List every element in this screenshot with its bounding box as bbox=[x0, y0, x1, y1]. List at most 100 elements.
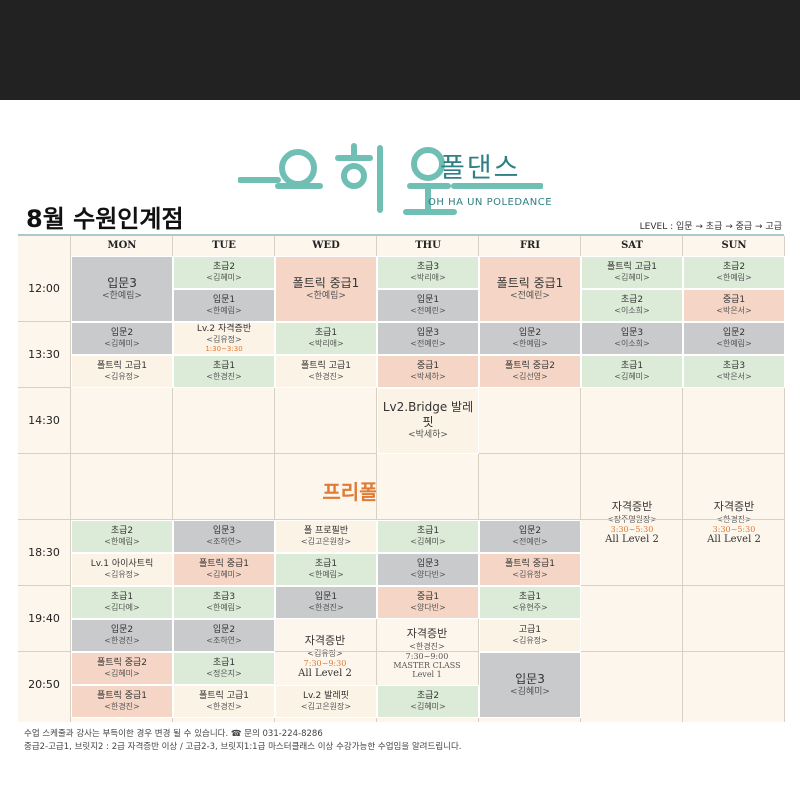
class-name: Lv.2 발레핏 bbox=[303, 690, 349, 701]
class-teacher: <김다예> bbox=[104, 603, 140, 613]
class-name: 폴 프로필반 bbox=[303, 525, 349, 536]
class-teacher: <한예림> bbox=[716, 339, 752, 349]
class-name: 입문1 bbox=[212, 294, 236, 305]
class-name: 폴트릭 중급1 bbox=[199, 558, 249, 569]
class-cell: 입문1 <한경진> bbox=[275, 586, 377, 619]
class-teacher: <한예림> bbox=[104, 537, 140, 547]
grid-line bbox=[18, 519, 784, 520]
cert-thu: 자격증반 <한경진> 7:30~9:00 MASTER CLASS Level … bbox=[378, 625, 476, 679]
class-teacher: <한경진> bbox=[104, 636, 140, 646]
class-name: 폴트릭 중급2 bbox=[505, 360, 555, 371]
cert-time: 7:30~9:00 bbox=[405, 652, 449, 661]
class-teacher: <양다빈> bbox=[410, 603, 446, 613]
class-name: 초급1 bbox=[110, 591, 134, 602]
class-cell: 입문2 <조하연> bbox=[173, 619, 275, 652]
class-cell: 입문2 <한예림> bbox=[683, 322, 785, 355]
class-name: 입문2 bbox=[212, 624, 236, 635]
free-pole-label: 프리폴 bbox=[322, 479, 378, 504]
class-name: 초급2 bbox=[416, 690, 440, 701]
class-cell: 초급3 <박리애> bbox=[377, 256, 479, 289]
class-name: 폴트릭 고급1 bbox=[607, 261, 657, 272]
cert-wed: 자격증반 <김유정> 7:30~9:30 All Level 2 bbox=[276, 632, 374, 679]
class-teacher: <이소희> bbox=[614, 339, 650, 349]
time-label: 18:30 bbox=[28, 546, 60, 559]
cert-level: All Level 2 bbox=[707, 534, 761, 545]
class-teacher: <한예림> bbox=[306, 290, 346, 301]
class-cell: 입문3 <이소희> bbox=[581, 322, 683, 355]
day-header-sat: SAT bbox=[581, 236, 683, 257]
class-teacher: <양다빈> bbox=[410, 570, 446, 580]
time-label: 13:30 bbox=[28, 348, 60, 361]
cert-name: 자격증반 bbox=[713, 500, 755, 513]
class-name: 입문3 bbox=[212, 525, 236, 536]
class-cell: Lv.2 발레핏 <김고은원장> bbox=[275, 685, 377, 718]
class-teacher: <박세하> bbox=[408, 430, 448, 441]
class-time: 1:30~3:30 bbox=[205, 344, 243, 353]
cert-level-sub: Level 1 bbox=[412, 670, 442, 679]
time-label: 12:00 bbox=[28, 282, 60, 295]
class-cell: 초급3 <한예림> bbox=[173, 586, 275, 619]
class-teacher: <한경진> bbox=[308, 603, 344, 613]
class-name: 초급1 bbox=[314, 327, 338, 338]
class-cell: 입문2 <한경진> bbox=[71, 619, 173, 652]
brand-en: OH HA UN POLEDANCE bbox=[428, 197, 553, 208]
class-cell: 고급1 <김유정> bbox=[479, 619, 581, 652]
class-cell: 초급1 <김혜미> bbox=[377, 520, 479, 553]
class-name: Lv2.Bridge 발레핏 bbox=[382, 400, 474, 430]
class-teacher: <전예린> bbox=[410, 339, 446, 349]
class-cell: 초급1 <김다예> bbox=[71, 586, 173, 619]
class-name: 초급3 bbox=[416, 261, 440, 272]
class-teacher: <김혜미> bbox=[614, 273, 650, 283]
class-cell: Lv.1 아이사트릭 <김유정> bbox=[71, 553, 173, 586]
time-label: 14:30 bbox=[28, 414, 60, 427]
class-cell: 폴트릭 중급1 <김혜미> bbox=[173, 553, 275, 586]
class-name: 폴트릭 고급1 bbox=[199, 690, 249, 701]
day-header-sun: SUN bbox=[683, 236, 785, 257]
class-cell: 중급1 <박세하> bbox=[377, 355, 479, 388]
class-cell: 중급1 <양다빈> bbox=[377, 586, 479, 619]
footer-note-1: 수업 스케줄과 강사는 부득이한 경우 변경 될 수 있습니다. ☎ 문의 03… bbox=[24, 729, 323, 739]
grid-line bbox=[18, 651, 784, 652]
class-name: 입문2 bbox=[518, 525, 542, 536]
class-cell: 중급1 <박은서> bbox=[683, 289, 785, 322]
grid-line bbox=[784, 236, 785, 722]
class-cell: 초급1 <한경진> bbox=[173, 355, 275, 388]
time-label: 20:50 bbox=[28, 678, 60, 691]
class-name: 폴트릭 중급1 bbox=[97, 690, 147, 701]
class-name: 입문1 bbox=[416, 294, 440, 305]
class-teacher: <한경진> bbox=[206, 372, 242, 382]
class-teacher: <한예림> bbox=[102, 290, 142, 301]
class-teacher: <김유정> bbox=[512, 636, 548, 646]
class-cell: 폴트릭 고급1 <한경진> bbox=[275, 355, 377, 388]
class-teacher: <김혜미> bbox=[410, 537, 446, 547]
class-cell: 폴트릭 중급1 <한예림> bbox=[275, 256, 377, 322]
grid-line bbox=[376, 236, 377, 722]
class-teacher: <박세하> bbox=[410, 372, 446, 382]
class-name: 입문2 bbox=[110, 624, 134, 635]
class-name: 입문3 bbox=[620, 327, 644, 338]
class-cell: 초급2 <한예림> bbox=[683, 256, 785, 289]
cert-level: MASTER CLASS bbox=[393, 661, 461, 670]
class-teacher: <이소희> bbox=[614, 306, 650, 316]
top-bar bbox=[0, 0, 800, 100]
class-name: 초급2 bbox=[212, 261, 236, 272]
class-name: 입문3 bbox=[416, 558, 440, 569]
class-name: 초급1 bbox=[416, 525, 440, 536]
class-teacher: <김선영> bbox=[512, 372, 548, 382]
grid-line bbox=[478, 236, 479, 722]
schedule-grid: 프리폴 자격증반 <김유정> 7:30~9:30 All Level 2 자격증… bbox=[18, 234, 785, 722]
class-cell: 초급3 <박은서> bbox=[683, 355, 785, 388]
class-cell: 입문1 <한예림> bbox=[173, 289, 275, 322]
class-teacher: <전예린> bbox=[410, 306, 446, 316]
class-teacher: <김혜미> bbox=[510, 686, 550, 697]
grid-line bbox=[580, 236, 581, 722]
cert-sat: 자격증반 <장주영원장> 3:30~5:30 All Level 2 bbox=[582, 498, 682, 545]
class-name: 초급1 bbox=[518, 591, 542, 602]
class-name: 입문3 bbox=[416, 327, 440, 338]
class-teacher: <한예림> bbox=[308, 570, 344, 580]
class-name: 초급1 bbox=[212, 657, 236, 668]
class-name: 폴트릭 중급1 bbox=[505, 558, 555, 569]
class-name: 입문2 bbox=[722, 327, 746, 338]
class-cell: 폴트릭 중급1 <한경진> bbox=[71, 685, 173, 718]
class-cell: 폴트릭 고급1 <김혜미> bbox=[581, 256, 683, 289]
